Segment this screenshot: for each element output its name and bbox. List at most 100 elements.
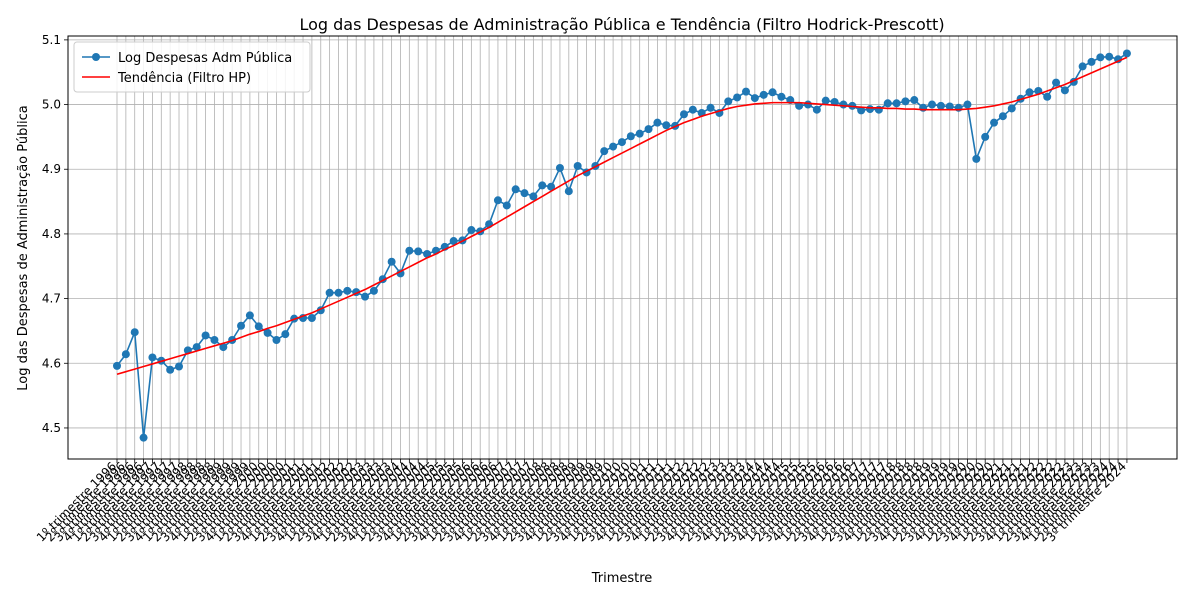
data-point bbox=[759, 90, 768, 99]
y-axis-label: Log das Despesas de Administração Públic… bbox=[16, 105, 31, 390]
data-point bbox=[547, 182, 556, 191]
data-point bbox=[617, 138, 626, 147]
data-point bbox=[130, 328, 139, 337]
data-point bbox=[361, 292, 370, 301]
y-tick-label: 5.1 bbox=[42, 33, 61, 47]
data-point bbox=[201, 331, 210, 340]
data-point bbox=[210, 335, 219, 344]
data-point bbox=[768, 88, 777, 97]
data-point bbox=[449, 237, 458, 246]
data-point bbox=[493, 196, 502, 205]
chart-title: Log das Despesas de Administração Públic… bbox=[299, 15, 944, 34]
y-tick-label: 4.9 bbox=[42, 162, 61, 176]
data-point bbox=[511, 185, 520, 194]
data-point bbox=[237, 321, 246, 330]
data-point bbox=[626, 132, 635, 141]
data-point bbox=[874, 105, 883, 114]
data-point bbox=[1087, 57, 1096, 66]
data-point bbox=[981, 132, 990, 141]
data-point bbox=[662, 121, 671, 130]
data-point bbox=[166, 365, 175, 374]
data-point bbox=[724, 97, 733, 106]
data-point bbox=[688, 105, 697, 114]
data-point bbox=[121, 350, 130, 359]
data-point bbox=[538, 181, 547, 190]
data-point bbox=[343, 286, 352, 295]
y-tick-label: 4.6 bbox=[42, 356, 61, 370]
x-axis-label: Trimestre bbox=[591, 571, 653, 586]
y-tick-label: 4.7 bbox=[42, 292, 61, 306]
data-point bbox=[830, 97, 839, 106]
legend-marker-series-0 bbox=[92, 53, 100, 61]
data-point bbox=[1078, 62, 1087, 71]
data-point bbox=[1105, 52, 1114, 61]
data-point bbox=[502, 201, 511, 210]
data-point bbox=[750, 94, 759, 103]
data-point bbox=[653, 118, 662, 127]
data-point bbox=[467, 226, 476, 235]
data-point bbox=[529, 192, 538, 201]
data-point bbox=[866, 105, 875, 114]
data-point bbox=[139, 433, 148, 442]
data-point bbox=[600, 147, 609, 156]
data-point bbox=[901, 97, 910, 106]
data-point bbox=[334, 288, 343, 297]
data-point bbox=[706, 103, 715, 112]
data-point bbox=[281, 330, 290, 339]
data-point bbox=[1043, 92, 1052, 101]
y-axis: 4.5 4.6 4.7 4.8 4.9 5.0 5.1 bbox=[42, 33, 68, 435]
data-point bbox=[679, 110, 688, 119]
data-point bbox=[1096, 53, 1105, 62]
data-point bbox=[414, 247, 423, 256]
data-point bbox=[307, 314, 316, 322]
data-point bbox=[990, 118, 999, 127]
data-point bbox=[1007, 104, 1016, 113]
plot-series bbox=[113, 49, 1131, 442]
data-point bbox=[945, 102, 954, 111]
data-point bbox=[892, 99, 901, 108]
data-point bbox=[777, 92, 786, 101]
data-point bbox=[254, 322, 263, 331]
grid bbox=[68, 36, 1177, 459]
y-tick-label: 4.5 bbox=[42, 421, 61, 435]
data-point bbox=[972, 154, 981, 163]
data-point bbox=[919, 103, 928, 112]
data-point bbox=[219, 343, 228, 352]
data-point bbox=[325, 288, 334, 297]
data-point bbox=[821, 96, 830, 105]
data-point bbox=[857, 106, 866, 115]
data-point bbox=[1122, 49, 1131, 58]
data-point bbox=[573, 162, 582, 171]
data-point bbox=[998, 112, 1007, 121]
data-point bbox=[609, 142, 618, 151]
data-point bbox=[520, 189, 529, 198]
data-point bbox=[839, 100, 848, 109]
legend: Log Despesas Adm Pública Tendência (Filt… bbox=[73, 41, 311, 93]
data-point bbox=[1052, 78, 1061, 87]
data-point bbox=[555, 163, 564, 172]
legend-label-series-0: Log Despesas Adm Pública bbox=[118, 51, 292, 66]
data-point bbox=[635, 129, 644, 138]
data-point bbox=[910, 96, 919, 105]
data-point bbox=[928, 100, 937, 109]
data-point bbox=[963, 100, 972, 109]
y-tick-label: 4.8 bbox=[42, 227, 61, 241]
data-point bbox=[113, 361, 121, 370]
data-point bbox=[883, 99, 892, 108]
y-tick-label: 5.0 bbox=[42, 98, 61, 112]
series-line-1 bbox=[116, 56, 1128, 376]
legend-box bbox=[73, 41, 311, 93]
data-point bbox=[272, 335, 281, 344]
data-point bbox=[192, 343, 201, 352]
data-point bbox=[387, 257, 396, 266]
data-point bbox=[263, 328, 272, 337]
plot-frame bbox=[67, 35, 1178, 460]
data-point bbox=[369, 286, 378, 295]
data-point bbox=[1060, 86, 1069, 95]
data-point bbox=[396, 269, 405, 278]
data-point bbox=[741, 87, 750, 96]
data-point bbox=[795, 101, 804, 110]
data-point bbox=[148, 353, 157, 362]
